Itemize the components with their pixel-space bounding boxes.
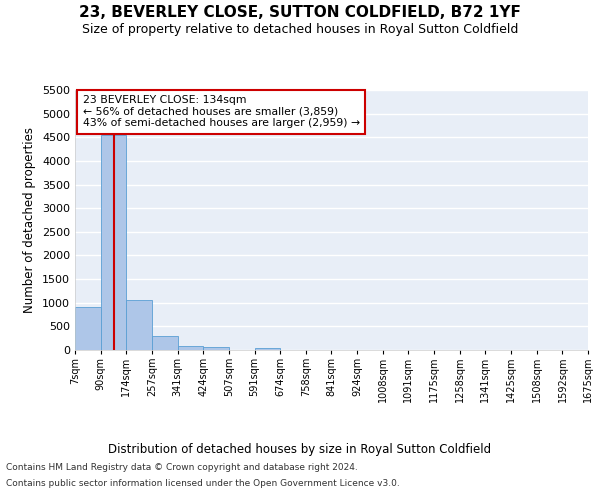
Text: 23 BEVERLEY CLOSE: 134sqm
← 56% of detached houses are smaller (3,859)
43% of se: 23 BEVERLEY CLOSE: 134sqm ← 56% of detac… (83, 95, 360, 128)
Bar (203, 348, 229, 350)
Text: Distribution of detached houses by size in Royal Sutton Coldfield: Distribution of detached houses by size … (109, 442, 491, 456)
Y-axis label: Number of detached properties: Number of detached properties (23, 127, 37, 313)
Text: Contains public sector information licensed under the Open Government Licence v3: Contains public sector information licen… (6, 478, 400, 488)
Text: Size of property relative to detached houses in Royal Sutton Coldfield: Size of property relative to detached ho… (82, 22, 518, 36)
Bar (101, 135, 127, 350)
Bar (254, 348, 280, 350)
Text: Contains HM Land Registry data © Crown copyright and database right 2024.: Contains HM Land Registry data © Crown c… (6, 464, 358, 472)
Bar (152, 336, 178, 350)
Bar (75, 308, 101, 350)
Bar (178, 346, 203, 350)
Bar (127, 300, 152, 350)
Text: 23, BEVERLEY CLOSE, SUTTON COLDFIELD, B72 1YF: 23, BEVERLEY CLOSE, SUTTON COLDFIELD, B7… (79, 5, 521, 20)
